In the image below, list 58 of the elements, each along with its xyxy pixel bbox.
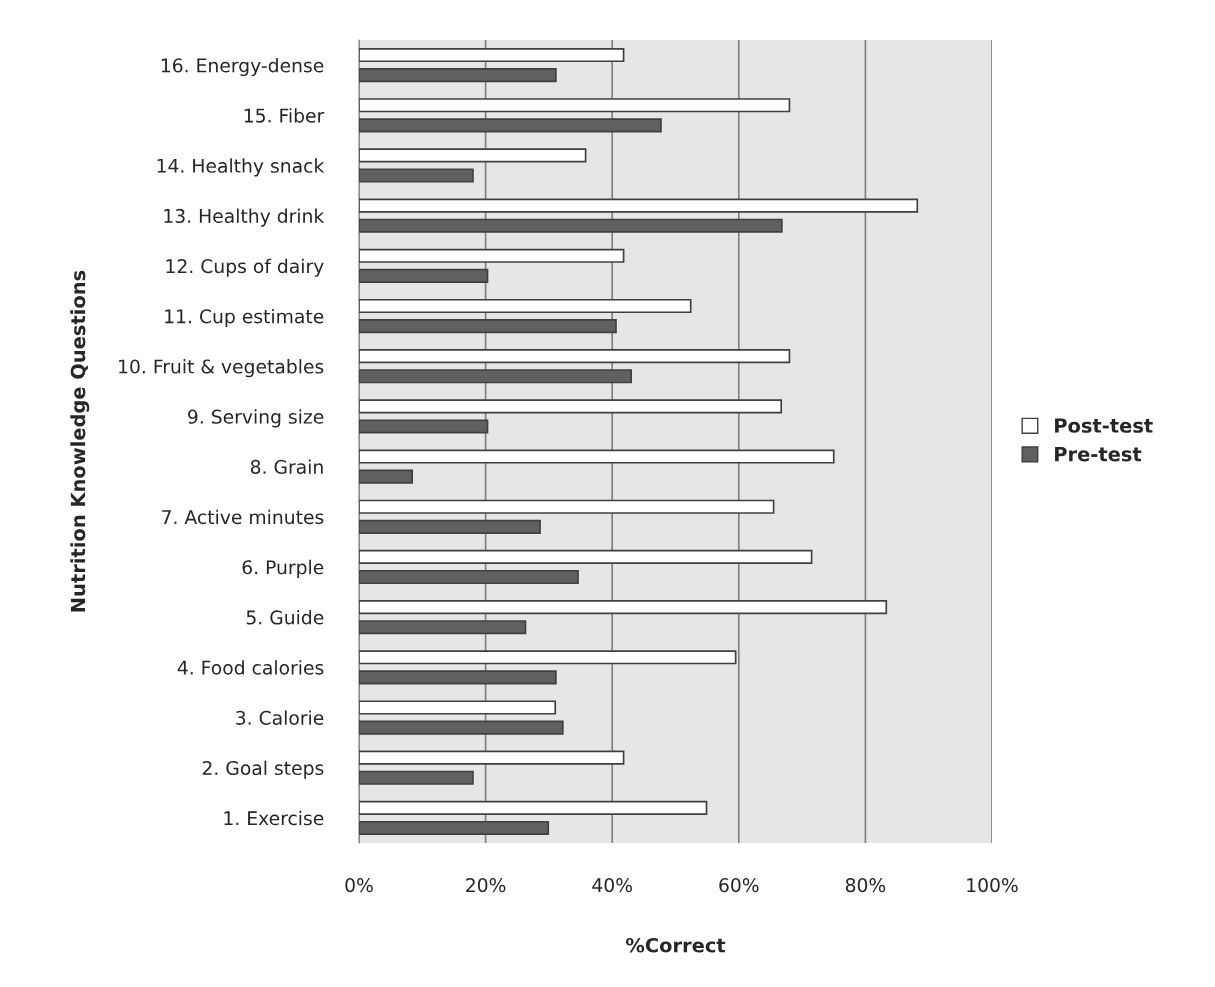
- y-tick-label: 7. Active minutes: [162, 509, 324, 525]
- bar: [359, 218, 783, 233]
- y-tick-label: 13. Healthy drink: [164, 208, 325, 227]
- bar: [359, 469, 414, 484]
- bar: [359, 549, 813, 564]
- bar: [359, 499, 775, 514]
- bar: [359, 700, 557, 715]
- x-tick-label: 100%: [967, 878, 1018, 893]
- x-tick-label: 60%: [719, 878, 759, 893]
- bar: [359, 620, 527, 635]
- y-tick-label: 16. Energy-dense: [161, 57, 324, 77]
- bar: [359, 600, 888, 615]
- bar: [359, 720, 564, 735]
- y-tick-label: 6. Purple: [242, 559, 324, 578]
- legend-label: Post-test: [1055, 418, 1153, 433]
- bar: [359, 68, 557, 83]
- bar: [359, 750, 625, 765]
- bar: [359, 770, 474, 785]
- y-tick-label: 3. Calorie: [236, 710, 324, 725]
- bar: [359, 670, 557, 685]
- bar: [359, 198, 919, 213]
- bar: [359, 349, 791, 364]
- bar: [359, 98, 791, 113]
- bar: [359, 650, 737, 665]
- bar: [359, 569, 579, 585]
- bar: [359, 519, 541, 534]
- y-tick-label: 4. Food calories: [177, 660, 324, 675]
- bar: [359, 449, 835, 464]
- legend-label: Pre-test: [1055, 446, 1142, 462]
- y-tick-label: 9. Serving size: [188, 409, 324, 428]
- bar: [359, 369, 633, 384]
- bar: [359, 399, 783, 414]
- bar: [359, 168, 474, 183]
- x-tick-label: 0%: [345, 878, 373, 893]
- bar: [359, 419, 489, 434]
- y-tick-label: 8. Grain: [250, 459, 323, 474]
- bar: [359, 800, 708, 815]
- bar: [359, 148, 587, 163]
- y-tick-label: 14. Healthy snack: [157, 158, 325, 177]
- bar: [359, 298, 692, 314]
- y-tick-label: 12. Cups of dairy: [166, 258, 324, 277]
- bar: [359, 820, 550, 836]
- bar: [359, 47, 625, 63]
- y-tick-label: 11. Cup estimate: [165, 308, 324, 328]
- x-axis-title: %Correct: [625, 937, 726, 953]
- x-tick-label: 40%: [592, 878, 632, 893]
- y-tick-label: 2. Goal steps: [202, 760, 324, 779]
- bar: [359, 268, 489, 283]
- y-tick-label: 1. Exercise: [224, 810, 324, 826]
- bar: [359, 248, 625, 263]
- y-axis-title: Nutrition Knowledge Questions: [70, 270, 90, 612]
- x-tick-label: 80%: [845, 878, 886, 893]
- x-tick-label: 20%: [466, 878, 506, 893]
- y-tick-label: 15. Fiber: [244, 108, 325, 123]
- bar: [359, 118, 662, 133]
- y-tick-label: 5. Guide: [246, 610, 324, 625]
- y-tick-label: 10. Fruit & vegetables: [119, 359, 324, 378]
- bar: [359, 319, 617, 334]
